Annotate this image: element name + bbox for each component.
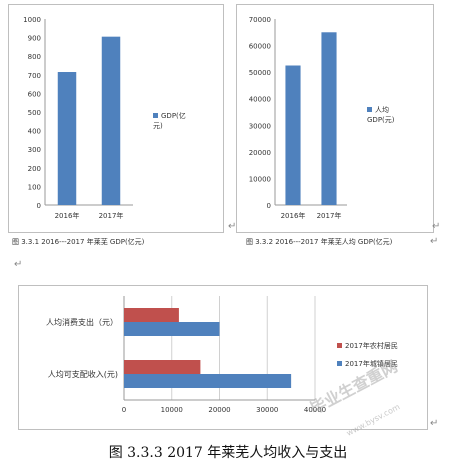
y-tick-label: 1000 [23,16,41,24]
legend-label: 人均 [375,105,389,114]
y-tick-label: 0 [267,202,271,210]
income-expenditure-chart: 0 10000 20000 30000 40000 人均可支配收入(元) 人均消费支出（元）… [18,285,428,430]
y-tick-label: 人均可支配收入(元) [48,369,118,379]
bar [124,374,292,388]
figure-caption-3: 图 3.3.3 2017 年莱芜人均收入与支出 [108,445,348,461]
x-tick-label: 10000 [161,406,183,414]
y-tick-label: 10000 [249,175,271,183]
y-tick-label: 70000 [249,16,271,24]
legend-swatch [153,113,158,118]
x-tick-label: 0 [122,406,126,414]
income-expenditure-chart-svg: 0 10000 20000 30000 40000 人均可支配收入(元) 人均消费支出（元）… [46,296,398,414]
figure-caption-1: 图 3.3.1 2016---2017 年莱芜 GDP(亿元) [12,238,145,246]
paragraph-mark: ↵ [432,221,441,232]
legend-swatch [337,361,342,366]
y-tick-label: 人均消费支出（元） [46,317,118,327]
figure-caption-2: 图 3.3.2 2016---2017 年莱芜人均 GDP(亿元) [246,238,393,246]
bar [124,308,179,322]
paragraph-mark: ↵ [14,259,23,270]
legend-swatch [337,343,342,348]
bar [101,36,121,205]
y-tick-label: 500 [28,109,41,117]
bar [124,360,201,374]
y-tick-label: 0 [37,202,41,210]
x-tick-label: 2017年 [99,211,124,220]
y-tick-label: 400 [28,128,41,136]
paragraph-mark: ↵ [430,236,439,247]
y-tick-label: 60000 [249,43,271,51]
x-tick-label: 2017年 [317,211,342,220]
legend-label: GDP(亿 [161,111,186,120]
x-tick-label: 30000 [256,406,278,414]
y-tick-label: 300 [28,146,41,154]
gdp-chart: 0 100 200 300 400 500 600 700 800 900 1000 2016年 201… [8,4,224,233]
bar [321,32,337,206]
x-tick-label: 40000 [304,406,326,414]
legend-label: 2017年农村居民 [345,341,398,350]
bar [285,65,301,205]
bar [57,72,77,205]
per-capita-gdp-chart: 0 10000 20000 30000 40000 50000 60000 70000 2016… [236,4,434,233]
y-tick-label: 600 [28,90,41,98]
x-tick-label: 2016年 [55,211,80,220]
y-tick-label: 30000 [249,122,271,130]
legend-swatch [367,107,372,112]
x-tick-label: 2016年 [281,211,306,220]
legend-label: GDP(元) [367,116,395,124]
legend-label: 元) [153,122,163,130]
y-tick-label: 100 [28,183,41,191]
y-tick-label: 200 [28,165,41,173]
per-capita-gdp-chart-svg: 0 10000 20000 30000 40000 50000 60000 70000 2016… [249,16,395,220]
bar [124,322,220,336]
paragraph-mark: ↵ [430,418,439,429]
legend-label: 2017年城镇居民 [345,359,398,368]
y-tick-label: 50000 [249,69,271,77]
y-tick-label: 20000 [249,149,271,157]
y-tick-label: 700 [28,72,41,80]
gdp-chart-svg: 0 100 200 300 400 500 600 700 800 900 1000 2016年 201… [23,16,186,220]
paragraph-mark: ↵ [228,221,237,232]
x-tick-label: 20000 [208,406,230,414]
y-tick-label: 900 [28,35,41,43]
y-tick-label: 800 [28,53,41,61]
y-tick-label: 40000 [249,96,271,104]
